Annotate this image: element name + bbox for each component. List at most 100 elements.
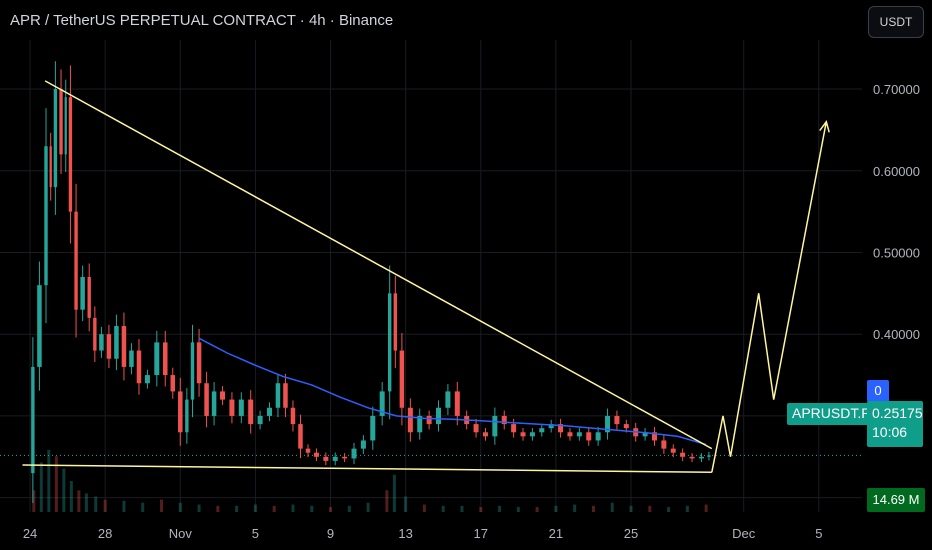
candle-body (44, 146, 48, 286)
candle-body (59, 89, 63, 155)
candle-body (445, 391, 451, 408)
candle-body (93, 317, 97, 351)
volume-bar (573, 504, 577, 512)
volume-bar (610, 502, 614, 512)
candle-body (698, 456, 704, 459)
volume-bar (460, 505, 464, 512)
y-tick-label: 0.70000 (873, 82, 920, 97)
candle-body (154, 342, 160, 376)
volume-bar (422, 504, 426, 512)
candle-body (417, 415, 423, 433)
candle-body (68, 97, 73, 212)
x-tick-label: Dec (732, 526, 756, 541)
candle-body (548, 424, 554, 429)
volume-bar (591, 505, 595, 512)
x-tick-label: 17 (474, 526, 488, 541)
candle-body (283, 383, 288, 408)
volume-bar (554, 505, 558, 512)
volume-bar (178, 502, 182, 512)
candle-body (204, 383, 209, 416)
volume-bar (535, 507, 539, 512)
candle-body (185, 399, 189, 433)
candle-body (37, 285, 42, 367)
candle-body (576, 432, 582, 437)
volume-bar (272, 505, 276, 512)
volume-bar (47, 450, 51, 512)
candle-body (539, 428, 545, 433)
candle-body (379, 391, 385, 416)
candle-body (144, 375, 150, 384)
symbol-label[interactable]: APRUSDT.P (787, 403, 876, 425)
x-tick-label: 5 (252, 526, 259, 541)
x-tick-label: 13 (398, 526, 412, 541)
candle-body (99, 334, 104, 351)
candle-body (211, 391, 217, 416)
candle-body (170, 375, 176, 392)
candle-body (689, 456, 695, 459)
trendline (22, 464, 712, 474)
candle-body (567, 432, 573, 437)
candle-body (53, 89, 58, 188)
candles (31, 61, 711, 503)
candle-body (80, 277, 85, 310)
candle-body (238, 399, 244, 416)
candle-body (370, 415, 376, 441)
candle-body (393, 293, 398, 351)
candle-body (586, 432, 592, 441)
candle-body (229, 399, 235, 416)
volume-bar (216, 505, 220, 512)
projection-path (711, 121, 828, 473)
last-price-tag: 0.25175 10:06 (867, 401, 923, 447)
volume-bar (704, 504, 708, 512)
volume-bar (141, 502, 145, 512)
volume-bar (498, 505, 502, 512)
volume-value-tag: 14.69 M (867, 488, 925, 512)
candle-body (121, 326, 127, 367)
volume-bar (516, 507, 520, 512)
volume-bar (235, 505, 239, 512)
candle-body (275, 383, 281, 408)
moving-average-line (198, 337, 707, 446)
candle-body (74, 211, 78, 310)
candle-body (87, 277, 91, 318)
volume-bar (685, 505, 689, 512)
volume-bar (441, 505, 445, 512)
candle-body (305, 448, 311, 453)
candle-body (436, 407, 442, 425)
candle-body (492, 415, 498, 437)
candle-body (407, 407, 413, 433)
volume-bar (347, 505, 351, 512)
x-tick-label: 9 (327, 526, 334, 541)
candle-body (387, 293, 392, 392)
candle-body (220, 391, 226, 400)
candle-body (651, 432, 657, 441)
volume-bar (291, 504, 295, 512)
candle-body (501, 415, 507, 425)
candle-body (511, 424, 517, 433)
last-price-value: 0.25175 (872, 405, 923, 421)
y-tick-label: 0.60000 (873, 164, 920, 179)
volume-bar (329, 507, 333, 512)
volume-bar (69, 481, 73, 512)
volume-bar (39, 462, 43, 512)
candle-body (399, 350, 405, 408)
candle-body (351, 448, 357, 459)
candle-body (248, 399, 254, 425)
x-tick-label: 25 (624, 526, 638, 541)
volume-bar (122, 500, 126, 512)
y-tick-label: 0.50000 (873, 245, 920, 260)
time-axis[interactable]: 24 28 Nov 5 9 13 17 21 25 Dec 5 (23, 526, 823, 541)
candle-body (31, 366, 35, 474)
currency-button[interactable]: USDT (868, 6, 924, 38)
overlay-lines (22, 80, 830, 474)
candle-body (106, 334, 112, 359)
candle-body (614, 415, 620, 425)
volume-bar (404, 496, 408, 512)
x-tick-label: 21 (549, 526, 563, 541)
trendline (44, 80, 713, 450)
candle-body (129, 350, 134, 367)
candle-body (642, 432, 648, 437)
candle-body (426, 415, 432, 425)
volume-bar (385, 490, 389, 512)
